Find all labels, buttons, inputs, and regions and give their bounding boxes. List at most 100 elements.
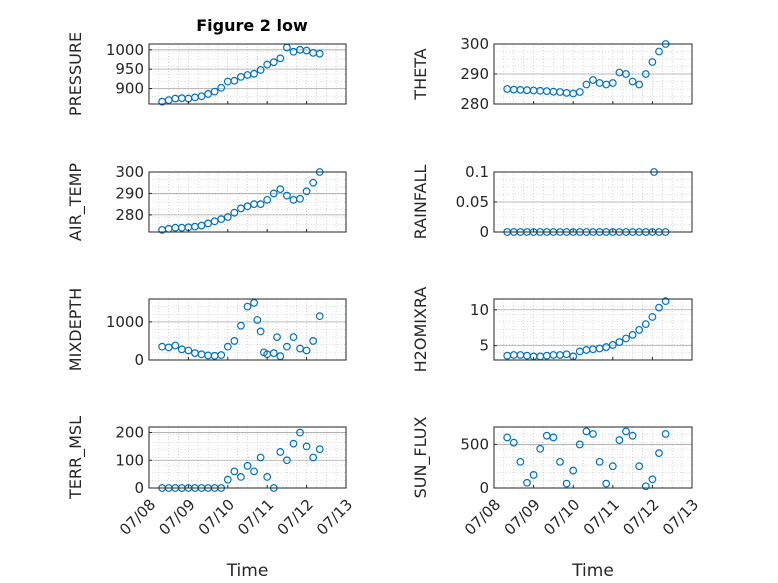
y-axis-label: SUN_FLUX (411, 417, 431, 499)
y-tick-label: 290 (460, 65, 489, 83)
data-point (622, 427, 630, 436)
y-tick-label: 0 (134, 351, 144, 369)
data-point (628, 431, 637, 440)
y-axis-label: MIXDEPTH (66, 288, 85, 371)
data-point (184, 346, 193, 355)
y-tick-label: 5 (479, 337, 489, 355)
data-point (171, 341, 180, 350)
data-point (635, 80, 644, 89)
data-point (562, 88, 571, 97)
y-tick-label: 950 (115, 60, 144, 78)
data-point (509, 351, 518, 359)
y-tick-label: 0 (479, 479, 489, 497)
data-point (191, 93, 199, 102)
axes-box (493, 426, 693, 489)
data-point (223, 475, 232, 484)
axes-box (148, 298, 347, 361)
data-point (523, 478, 531, 487)
data-point (595, 344, 604, 353)
data-point (516, 457, 525, 466)
data-point (523, 351, 531, 360)
data-point (628, 330, 637, 339)
x-tick-label: 07/13 (313, 496, 356, 539)
data-point (230, 467, 239, 476)
data-point (615, 68, 624, 77)
data-point (641, 482, 650, 491)
data-point (536, 86, 545, 95)
x-tick-label: 07/09 (501, 496, 544, 539)
data-point (276, 54, 285, 63)
data-point (622, 70, 630, 78)
data-point (223, 213, 232, 221)
data-point (256, 66, 265, 74)
data-point (309, 49, 318, 57)
data-point (549, 433, 558, 442)
data-point (289, 333, 298, 342)
data-point (315, 312, 324, 321)
data-point (309, 453, 318, 462)
y-tick-label: 0 (479, 223, 489, 241)
data-point (648, 313, 657, 321)
data-point (263, 60, 272, 69)
axes-box (148, 426, 347, 489)
data-point (608, 462, 617, 471)
data-point (655, 47, 663, 56)
data-point (582, 427, 591, 436)
data-point (569, 466, 578, 475)
y-tick-label: 100 (115, 451, 144, 469)
figure-title: Figure 2 low (196, 16, 308, 35)
data-point (536, 444, 545, 453)
data-point (250, 298, 258, 307)
data-point (542, 87, 551, 95)
y-tick-label: 1000 (106, 313, 144, 331)
data-point (223, 342, 232, 351)
data-point (641, 70, 650, 78)
x-axis-label: Time (226, 561, 269, 581)
data-point (217, 215, 226, 224)
data-point (628, 77, 637, 86)
y-tick-label: 10 (470, 301, 489, 319)
data-point (549, 351, 558, 359)
y-tick-label: 300 (115, 163, 144, 181)
data-point (289, 439, 298, 448)
y-tick-label: 500 (460, 435, 489, 453)
x-tick-label: 07/11 (234, 496, 277, 539)
x-tick-label: 07/08 (461, 496, 504, 539)
data-point (210, 351, 219, 360)
data-point (204, 90, 213, 98)
y-tick-label: 200 (115, 424, 144, 442)
data-point (217, 83, 226, 92)
data-point (661, 430, 670, 438)
data-point (197, 221, 206, 230)
y-tick-label: 1000 (106, 41, 144, 59)
x-tick-label: 07/08 (116, 496, 159, 539)
data-point (210, 217, 219, 226)
data-point (615, 436, 624, 444)
y-axis-label: H2OMIXRA (411, 287, 430, 373)
axes-box (148, 43, 347, 105)
data-point (283, 191, 291, 200)
data-point (509, 438, 518, 447)
data-point (661, 297, 670, 306)
data-point (589, 430, 597, 438)
data-point (263, 473, 272, 481)
data-point (542, 351, 551, 360)
data-point (177, 223, 186, 232)
data-point (536, 352, 545, 361)
data-point (302, 442, 311, 451)
data-point (503, 351, 512, 360)
data-point (315, 445, 324, 454)
y-tick-label: 290 (115, 184, 144, 202)
data-point (635, 462, 644, 471)
data-point (296, 194, 304, 203)
data-point (217, 351, 226, 359)
data-point (602, 343, 611, 351)
y-axis-label: RAINFALL (411, 165, 430, 240)
data-point (556, 88, 564, 96)
data-point (204, 219, 213, 228)
axes-box (148, 171, 347, 233)
data-point (302, 346, 311, 355)
y-axis-label: THETA (411, 48, 430, 100)
data-point (237, 72, 245, 81)
